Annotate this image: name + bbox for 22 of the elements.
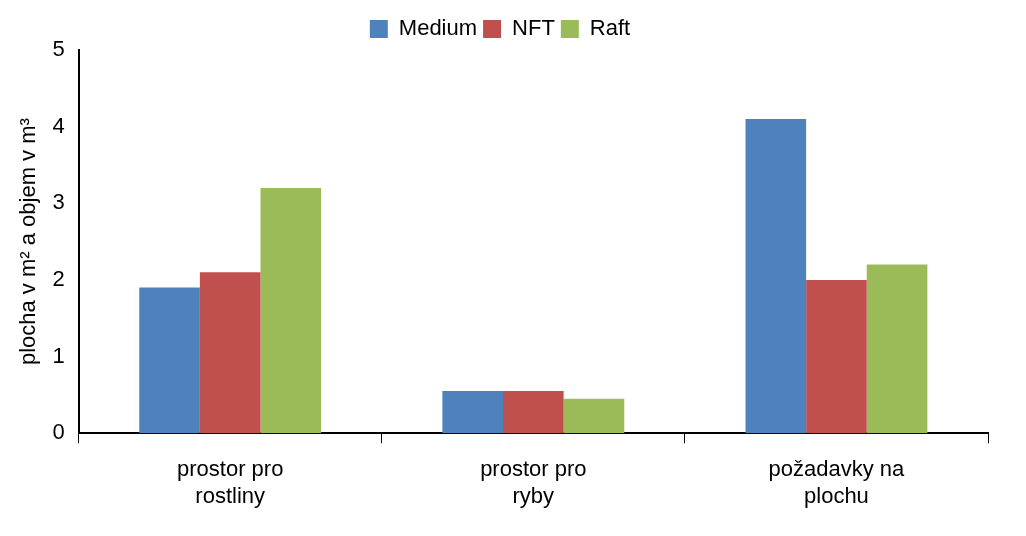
legend-label: NFT bbox=[512, 15, 555, 41]
bar bbox=[260, 187, 322, 434]
bar bbox=[442, 391, 504, 434]
bar bbox=[806, 279, 867, 434]
y-axis-title: plocha v m² a objem v m³ bbox=[15, 118, 41, 366]
legend-label: Medium bbox=[398, 15, 478, 41]
x-tick-label: požadavky na plochu bbox=[768, 456, 906, 508]
y-tick-label: 4 bbox=[52, 112, 65, 138]
y-tick-label: 1 bbox=[52, 342, 65, 368]
bar bbox=[199, 272, 261, 434]
bar bbox=[745, 118, 807, 434]
y-tick-label: 2 bbox=[52, 265, 65, 291]
x-tick-label: prostor pro rostliny bbox=[177, 456, 284, 508]
y-tick-label: 3 bbox=[52, 189, 65, 215]
y-tick-label: 5 bbox=[52, 36, 65, 62]
x-tick-label: prostor pro ryby bbox=[480, 456, 587, 508]
y-tick-label: 0 bbox=[52, 419, 65, 445]
bar bbox=[503, 391, 564, 434]
bar bbox=[563, 398, 625, 434]
bar bbox=[866, 264, 928, 434]
bar bbox=[139, 287, 200, 434]
legend-label: Raft bbox=[589, 15, 631, 41]
